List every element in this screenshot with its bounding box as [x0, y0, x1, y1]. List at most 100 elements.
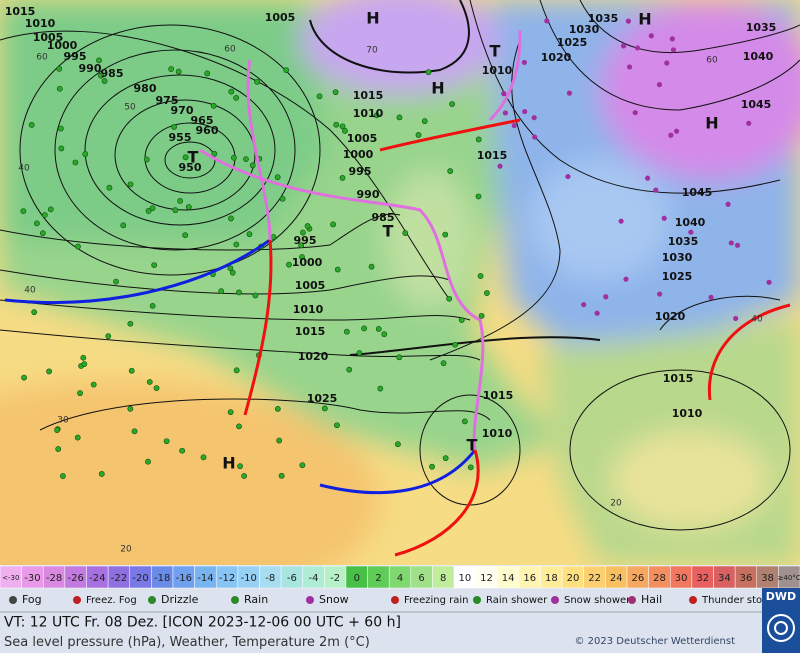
copyright: © 2023 Deutscher Wetterdienst — [574, 636, 735, 647]
rain-dot — [210, 102, 217, 109]
rain-dot — [128, 367, 135, 374]
rain-dot — [204, 70, 211, 77]
rain-dot — [98, 72, 104, 79]
isobar-label: 1020 — [655, 310, 686, 323]
weather-symbols — [20, 18, 772, 479]
isobar-label: 1035 — [588, 12, 619, 25]
isobar-label: 1005 — [33, 31, 64, 44]
snow-dot — [511, 122, 517, 129]
rain-dot — [321, 405, 328, 412]
snow-dot — [581, 302, 587, 308]
isobar-label: 985 — [372, 211, 395, 224]
rain-dot — [243, 156, 249, 163]
rain-dot — [449, 101, 456, 107]
scale-label: 28 — [653, 573, 666, 584]
rain-dot — [286, 261, 292, 268]
rain-dot — [475, 193, 482, 200]
legend-label: Freez. Fog — [86, 595, 137, 606]
rain-dot — [101, 78, 108, 84]
temperature-label: 40 — [751, 315, 763, 325]
rain-dot — [361, 325, 368, 332]
scale-label: 32 — [696, 573, 709, 584]
legend-label: Hail — [641, 593, 662, 606]
isobar-label: 1025 — [662, 270, 693, 283]
rain-dot — [228, 215, 234, 222]
snow-dot — [734, 242, 741, 248]
description: Sea level pressure (hPa), Weather, Tempe… — [4, 635, 370, 650]
snow-dot — [531, 115, 537, 121]
scale-label: 10 — [458, 573, 471, 584]
isobar-label: 995 — [349, 165, 372, 178]
rain-dot — [333, 121, 340, 128]
rain-dot — [81, 361, 88, 367]
rain-dot — [149, 205, 156, 212]
scale-label: 4 — [397, 573, 403, 584]
rain-dot — [41, 212, 48, 218]
rain-dot — [241, 473, 248, 479]
rain-dot — [56, 85, 63, 92]
rain-dot — [58, 145, 65, 152]
rain-dot — [478, 312, 485, 319]
rain-dot — [82, 151, 89, 157]
temperature-label: 70 — [366, 46, 378, 56]
scale-label: 20 — [567, 573, 580, 584]
scale-label: 38 — [761, 573, 774, 584]
rain-dot — [106, 184, 113, 191]
isobar-label: 1020 — [298, 350, 329, 363]
rain-dot — [396, 114, 403, 121]
isobar-label: 1035 — [668, 235, 699, 248]
rain-dot — [146, 379, 153, 385]
temperature-label: 40 — [18, 164, 30, 174]
rain-dot — [254, 78, 261, 85]
rain-dot — [343, 328, 350, 335]
rain-dot — [342, 127, 348, 134]
logo: DWD — [766, 590, 796, 603]
scale-label: 30 — [675, 573, 688, 584]
legend-label: Fog — [22, 593, 42, 606]
scale-label: -24 — [89, 573, 105, 584]
snow-dot — [544, 18, 550, 24]
snow-dot — [725, 201, 731, 207]
snow-dot — [708, 294, 714, 300]
rain-dot — [145, 208, 152, 214]
rain-dot — [484, 290, 490, 296]
snow-dot — [661, 215, 667, 221]
legend-icon — [628, 596, 636, 604]
weather-legend: Fog Freez. Fog Drizzle Rain Snow Freezing rai… — [9, 593, 776, 606]
scale-label: -12 — [219, 573, 235, 584]
legend-icon — [306, 596, 314, 604]
rain-dot — [20, 208, 27, 215]
rain-dot — [47, 206, 54, 213]
rain-dot — [274, 406, 281, 412]
rain-dot — [172, 207, 179, 214]
rain-dot — [346, 366, 353, 373]
rain-dot — [452, 341, 458, 348]
isobar-label: 1010 — [672, 407, 703, 420]
rain-dot — [211, 150, 218, 157]
temperature-label: 20 — [120, 545, 132, 555]
rain-dot — [375, 326, 382, 332]
rain-dot — [429, 463, 435, 470]
snow-dot — [664, 60, 670, 66]
snow-dot — [618, 218, 624, 224]
isobar-label: 995 — [294, 234, 317, 247]
snow-dot — [645, 175, 651, 181]
snow-dot — [521, 59, 527, 66]
rain-dot — [274, 174, 281, 181]
rain-dot — [402, 230, 409, 236]
rain-dot — [270, 234, 277, 240]
pressure-center: T — [467, 436, 478, 455]
isobar-label: 1000 — [343, 148, 374, 161]
isobar-label: 965 — [191, 114, 214, 127]
snow-dot — [766, 279, 772, 285]
isobar-label: 1035 — [746, 21, 777, 34]
rain-dot — [77, 390, 83, 397]
snow-dot — [648, 33, 654, 39]
isobar-label: 1005 — [347, 132, 378, 145]
rain-dot — [56, 65, 63, 72]
pressure-center: T — [383, 222, 394, 241]
rain-dot — [163, 438, 170, 445]
fronts — [4, 29, 791, 557]
legend-icon — [689, 596, 697, 604]
